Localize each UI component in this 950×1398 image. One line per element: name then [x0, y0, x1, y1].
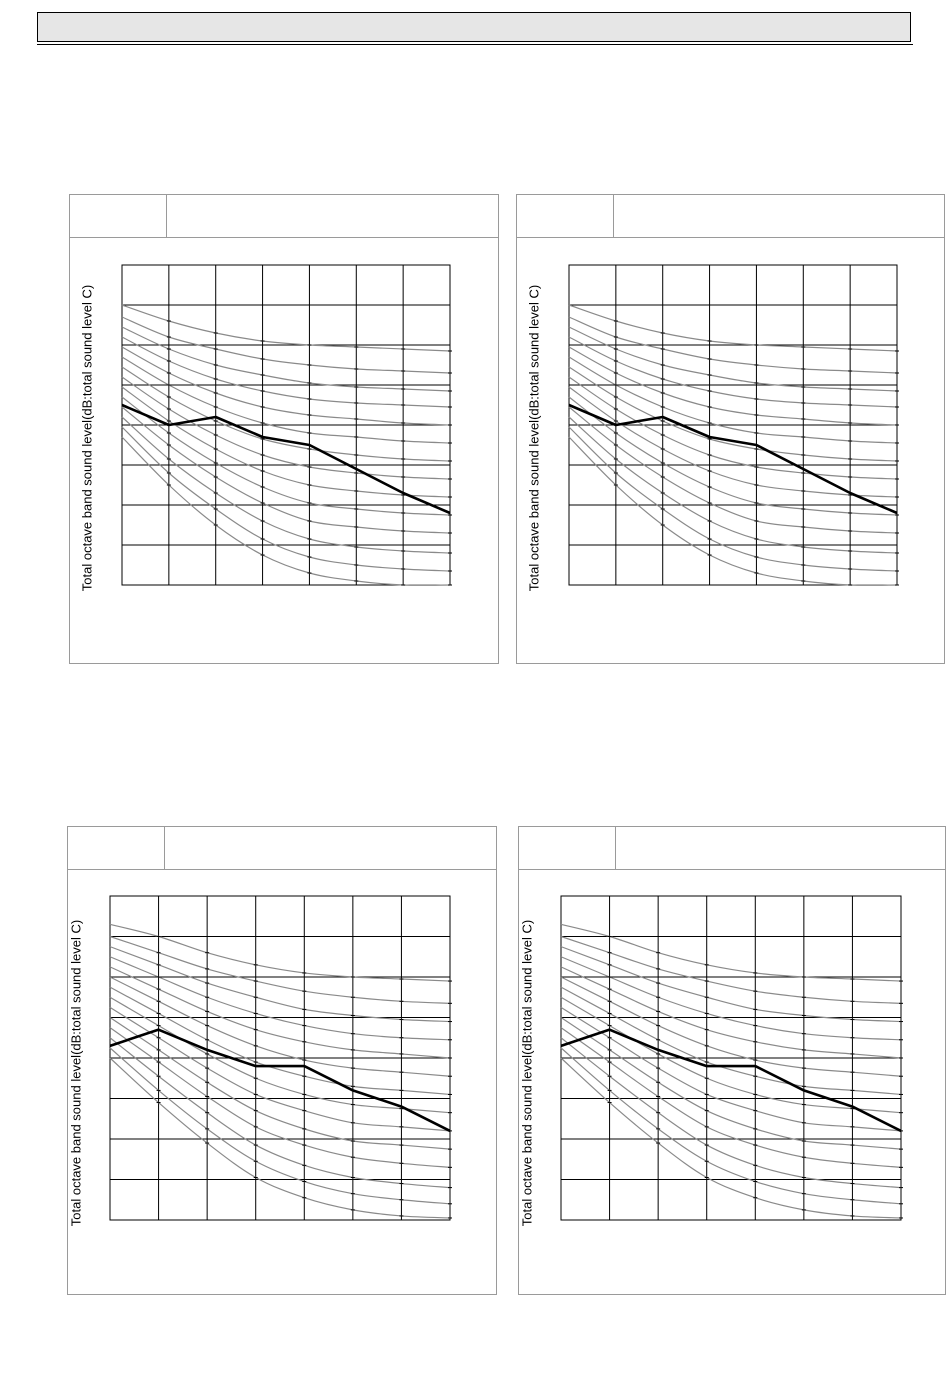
- nc-curve: [109, 996, 451, 1114]
- nc-curve: [560, 996, 902, 1114]
- chart-plot-3: [109, 895, 452, 1221]
- title-underline: [37, 44, 913, 45]
- nc-curve: [568, 396, 898, 516]
- nc-curve: [568, 366, 898, 462]
- nc-curve: [560, 1017, 902, 1150]
- panel-header: [68, 827, 496, 870]
- panel-header: [70, 195, 498, 238]
- panel-header: [519, 827, 945, 870]
- measured-series-line: [568, 403, 898, 515]
- nc-curve: [109, 956, 451, 1041]
- nc-curve: [109, 946, 451, 1023]
- nc-curve: [560, 1027, 902, 1168]
- y-axis-label: Total octave band sound level(dB:total s…: [519, 919, 535, 1227]
- nc-curve: [109, 1037, 451, 1189]
- chart-plot-2: [568, 264, 899, 586]
- nc-curve: [568, 326, 898, 392]
- nc-curve: [121, 356, 451, 444]
- nc-curve: [121, 406, 451, 534]
- measured-series-line: [560, 1028, 902, 1133]
- y-axis-label: Total octave band sound level(dB:total s…: [79, 284, 95, 592]
- chart-plot-4: [560, 895, 903, 1221]
- nc-curve: [568, 346, 898, 426]
- nc-curve: [560, 956, 902, 1041]
- nc-curve: [568, 416, 898, 554]
- nc-curve: [560, 1006, 902, 1132]
- nc-curve: [568, 336, 898, 408]
- nc-curve: [560, 1037, 902, 1189]
- nc-curve: [568, 406, 898, 534]
- nc-curve: [109, 935, 451, 1004]
- panel-header-cell: [519, 827, 616, 869]
- panel-header-cell: [70, 195, 167, 237]
- nc-curve: [560, 935, 902, 1004]
- nc-curve: [109, 1017, 451, 1150]
- nc-curve: [568, 316, 898, 374]
- y-axis-label: Total octave band sound level(dB:total s…: [68, 919, 84, 1227]
- panel-header-cell: [68, 827, 165, 869]
- nc-curve: [121, 316, 451, 374]
- nc-curve: [109, 976, 451, 1077]
- nc-curve: [560, 923, 902, 982]
- nc-curve: [109, 986, 451, 1096]
- nc-curve: [560, 966, 902, 1059]
- panel-header: [517, 195, 944, 238]
- measured-series-line: [109, 1028, 451, 1133]
- nc-curve: [121, 326, 451, 392]
- nc-curve: [121, 336, 451, 408]
- measured-series-line: [121, 403, 451, 515]
- nc-curve: [121, 346, 451, 426]
- nc-curve: [109, 966, 451, 1059]
- nc-curve: [109, 923, 451, 982]
- nc-curve: [109, 1006, 451, 1132]
- nc-curve: [121, 376, 451, 480]
- nc-curve: [121, 366, 451, 462]
- nc-curve: [560, 976, 902, 1077]
- nc-curve: [109, 1027, 451, 1168]
- page-title-bar: [37, 12, 911, 42]
- chart-plot-1: [121, 264, 452, 586]
- nc-curve: [121, 304, 451, 352]
- nc-curve: [121, 396, 451, 516]
- nc-curve: [568, 376, 898, 480]
- nc-curve: [568, 304, 898, 352]
- panel-header-cell: [517, 195, 614, 237]
- nc-curve: [568, 356, 898, 444]
- nc-curve: [560, 946, 902, 1023]
- y-axis-label: Total octave band sound level(dB:total s…: [526, 284, 542, 592]
- nc-curve: [121, 416, 451, 554]
- nc-curve: [560, 986, 902, 1096]
